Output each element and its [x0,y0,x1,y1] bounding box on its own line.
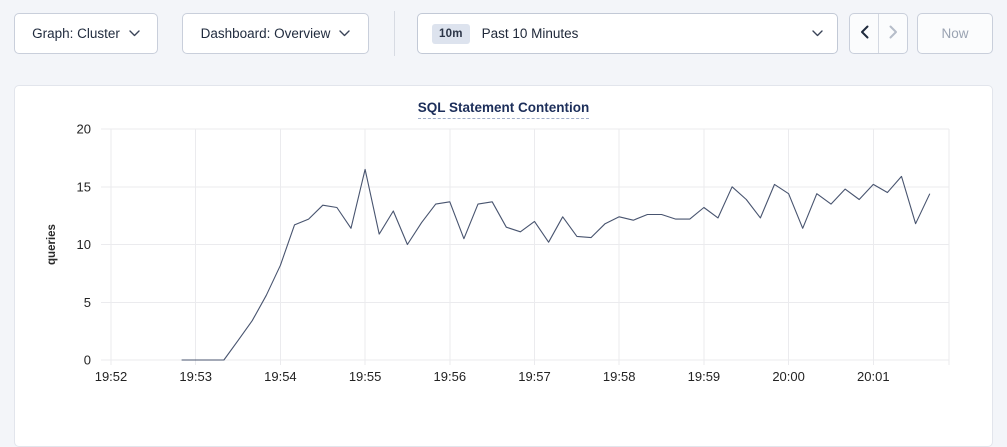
toolbar-divider [394,11,395,56]
svg-text:19:52: 19:52 [95,369,128,384]
svg-text:20:00: 20:00 [772,369,805,384]
svg-text:19:58: 19:58 [603,369,636,384]
page: { "toolbar": { "graph_dropdown": { "labe… [14,11,993,447]
svg-text:19:57: 19:57 [518,369,551,384]
sql-contention-chart: 0 5 10 15 20 19:52 19:53 19:54 19:55 19:56 19:57 19… [46,122,950,384]
svg-text:19:54: 19:54 [264,369,297,384]
svg-text:19:56: 19:56 [434,369,467,384]
chart-card: SQL Statement Contention 0 5 10 15 20 19:52 19… [14,85,993,447]
chart-title[interactable]: SQL Statement Contention [417,100,590,119]
chevron-right-icon [889,25,898,42]
time-range-selector[interactable]: 10m Past 10 Minutes [417,13,838,54]
time-forward-button[interactable] [879,14,907,53]
time-back-button[interactable] [850,14,879,53]
dashboard-dropdown-label: Dashboard: Overview [200,26,331,41]
time-range-label: Past 10 Minutes [481,26,579,41]
graph-dropdown[interactable]: Graph: Cluster [14,13,158,54]
dashboard-dropdown[interactable]: Dashboard: Overview [182,13,369,54]
svg-text:0: 0 [84,353,91,368]
svg-text:20:01: 20:01 [857,369,890,384]
time-range-badge: 10m [432,23,470,44]
chart-title-wrap: SQL Statement Contention [15,86,992,119]
graph-dropdown-label: Graph: Cluster [32,26,120,41]
svg-text:19:53: 19:53 [179,369,212,384]
chevron-down-icon [339,30,351,37]
time-step-button-group [849,13,908,54]
svg-text:15: 15 [77,179,91,194]
chevron-left-icon [860,25,869,42]
svg-text:10: 10 [77,237,91,252]
svg-text:5: 5 [84,295,91,310]
svg-text:queries: queries [46,224,58,265]
chevron-down-icon [812,30,823,37]
chevron-down-icon [129,30,140,37]
now-button[interactable]: Now [917,13,993,54]
svg-text:20: 20 [77,122,91,137]
svg-text:19:59: 19:59 [688,369,721,384]
svg-text:19:55: 19:55 [349,369,382,384]
